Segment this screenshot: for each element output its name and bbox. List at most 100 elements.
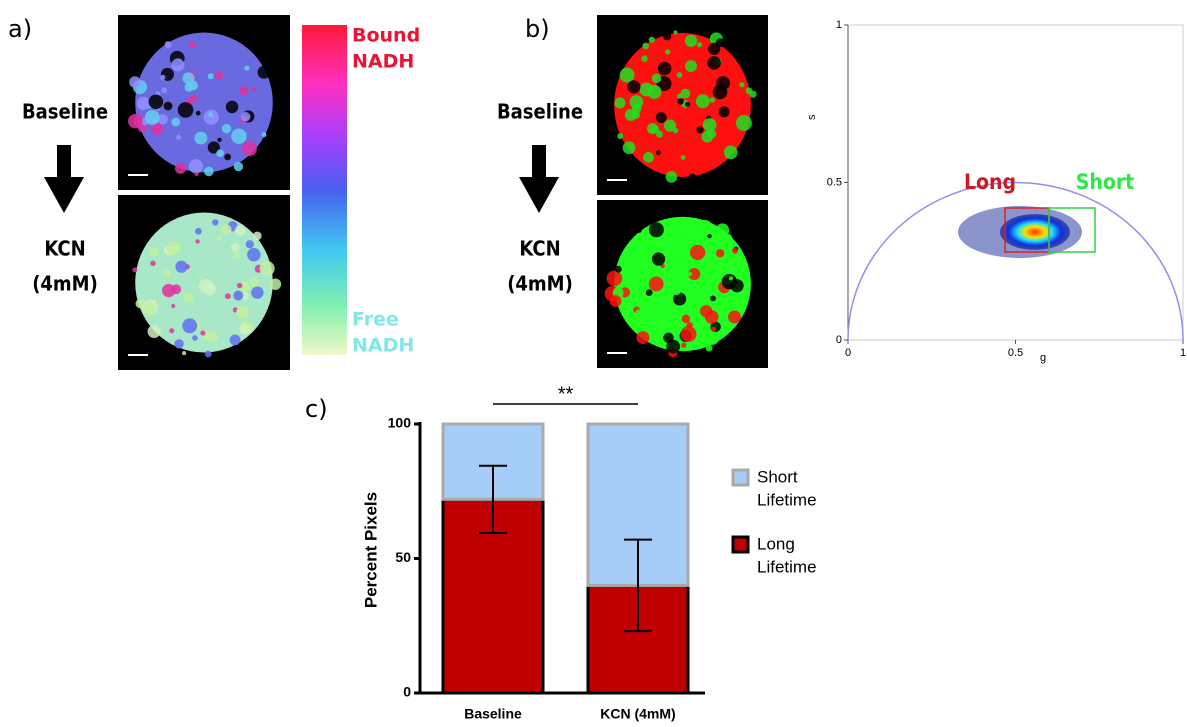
image-blob <box>242 141 257 157</box>
image-blob <box>721 273 738 290</box>
y-axis-label: s <box>806 114 818 120</box>
image-blob <box>647 84 662 99</box>
image-blob <box>194 131 208 145</box>
image-blob <box>150 260 156 267</box>
image-blob <box>684 34 698 47</box>
image-blob <box>177 102 194 118</box>
image-blob <box>642 42 649 50</box>
x-tick-label: Baseline <box>464 706 522 722</box>
legend-label: Short <box>757 467 798 486</box>
image-blob <box>217 137 222 143</box>
image-blob <box>673 292 687 306</box>
x-tick-label: 0.5 <box>1008 347 1023 359</box>
image-blob <box>702 118 717 132</box>
colorbar-label: NADH <box>352 51 414 73</box>
image-blob <box>715 38 725 48</box>
image-blob <box>160 74 166 80</box>
image-blob <box>676 72 683 78</box>
image-blob <box>651 252 666 266</box>
image-blob <box>148 94 164 110</box>
image-blob <box>249 277 260 288</box>
image-blob <box>627 80 641 94</box>
image-blob <box>212 219 219 226</box>
image-blob <box>695 94 710 109</box>
image-blob <box>161 283 176 298</box>
image-blob <box>259 260 275 277</box>
arrow <box>57 145 71 177</box>
image-blob <box>225 100 239 114</box>
image-blob <box>251 286 264 299</box>
significance: ** <box>558 383 574 405</box>
image-blob <box>230 243 240 252</box>
error-bar <box>624 538 652 633</box>
image-blob <box>723 145 738 160</box>
image-blob <box>636 227 642 233</box>
legend-swatch <box>731 535 750 554</box>
image-blob <box>148 246 159 257</box>
image-blob <box>224 293 231 300</box>
image-blob <box>673 30 678 35</box>
legend-label: Long <box>757 534 795 553</box>
image-blob <box>182 318 198 334</box>
image-blob <box>614 265 622 273</box>
y-tick-label: 0.5 <box>827 176 842 188</box>
image-blob <box>631 103 642 114</box>
image-blob <box>234 225 246 236</box>
image-blob <box>728 310 742 324</box>
image-blob <box>643 152 654 163</box>
legend-label: Lifetime <box>757 557 817 576</box>
image-blob <box>251 87 257 92</box>
image-blob <box>269 278 282 290</box>
image-blob <box>705 344 713 352</box>
image-blob <box>636 331 650 345</box>
image-blob <box>697 219 713 235</box>
image-blob <box>216 235 222 241</box>
image-blob <box>665 49 671 55</box>
image-blob <box>680 88 691 99</box>
image-blob <box>151 299 156 304</box>
image-blob <box>188 159 204 174</box>
image-blob <box>665 225 671 231</box>
colorbar-label: Free <box>352 309 399 331</box>
arrow <box>519 177 559 213</box>
image-blob <box>706 331 720 345</box>
image-blob <box>202 282 216 296</box>
image-blob <box>176 134 181 140</box>
image-blob <box>142 302 157 316</box>
image-blob <box>162 269 171 278</box>
y-tick-label: 50 <box>395 549 411 565</box>
arrow <box>532 145 546 177</box>
image-blob <box>710 295 716 302</box>
image-blob <box>681 314 691 324</box>
image-blob <box>216 149 225 158</box>
image-blob <box>233 290 244 301</box>
image-blob <box>136 96 151 111</box>
image-blob <box>696 42 703 48</box>
image-blob <box>749 90 757 98</box>
image-blob <box>619 67 635 83</box>
image-blob <box>657 61 672 76</box>
image-blob <box>735 115 752 131</box>
image-blob <box>709 97 716 103</box>
image-blob <box>184 82 194 92</box>
image-blob <box>666 339 681 354</box>
image-blob <box>200 330 206 336</box>
error-bar <box>479 464 507 534</box>
image-blob <box>609 295 622 307</box>
image-blob <box>715 249 725 258</box>
image-blob <box>245 240 254 249</box>
image-blob <box>617 133 624 140</box>
image-blob <box>195 110 201 116</box>
image-blob <box>128 113 143 129</box>
image-blob <box>646 122 659 135</box>
x-tick-label: 1 <box>1180 347 1186 359</box>
image-blob <box>716 76 731 91</box>
image-blob <box>204 350 212 358</box>
image-blob <box>169 328 175 334</box>
image-blob <box>231 128 247 144</box>
image-blob <box>171 117 181 127</box>
image-blob <box>670 282 682 294</box>
y-tick-label: 1 <box>836 19 842 31</box>
image-blob <box>206 331 218 343</box>
image-blob <box>681 342 687 348</box>
